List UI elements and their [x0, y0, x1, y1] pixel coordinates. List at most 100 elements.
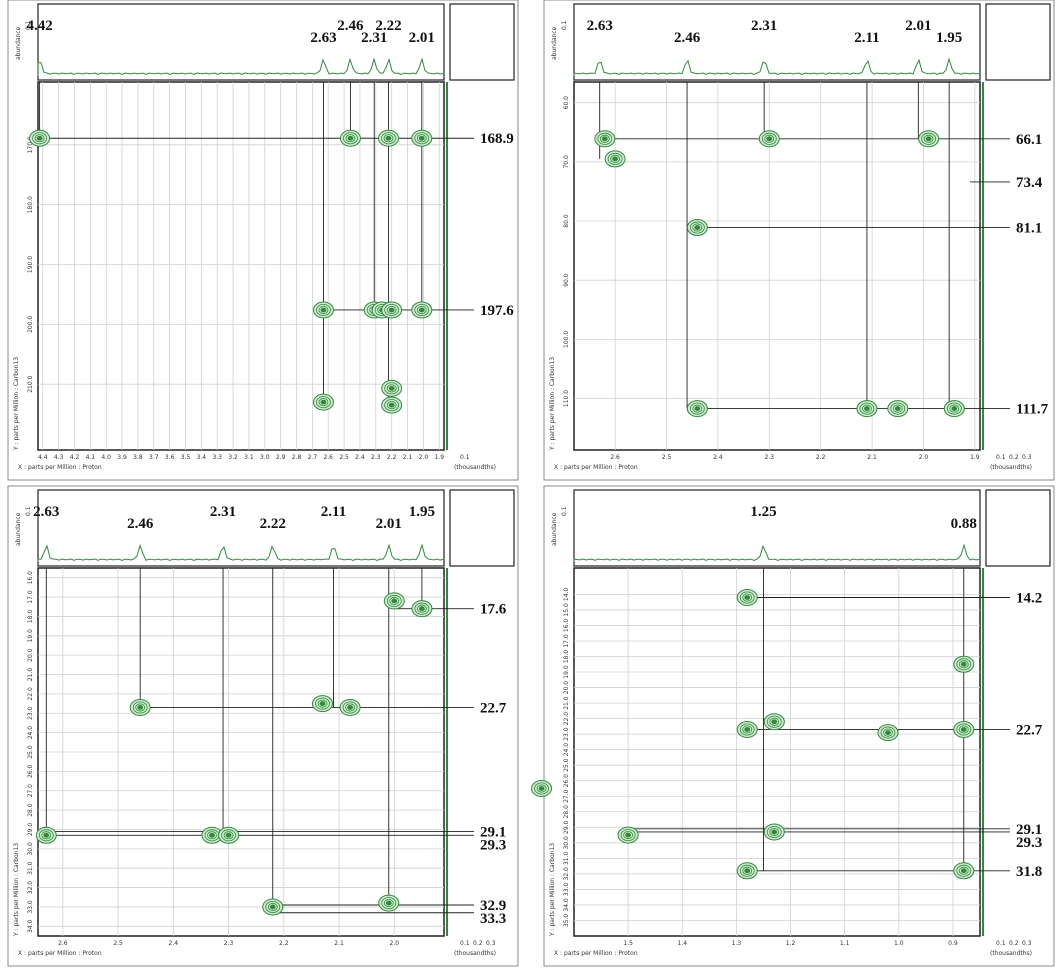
- y-tick-label: 25.0: [27, 745, 34, 759]
- y-axis-title: Y : parts per Million : Carbon13: [549, 843, 556, 937]
- corner-box: [986, 490, 1050, 566]
- contour: [926, 137, 931, 141]
- x-tick-label: 2.6: [610, 454, 620, 461]
- x-tick-label: 2.1: [867, 454, 877, 461]
- x-tick-label: 2.0: [419, 454, 429, 461]
- y-tick-label: 23.0: [27, 706, 34, 720]
- corner-box: [450, 490, 514, 566]
- y-tick-label: 26.0: [27, 765, 34, 779]
- y-axis-title: Y : parts per Million : Carbon13: [549, 357, 556, 451]
- x-tick-label: 1.2: [786, 940, 796, 947]
- y-tick-label: 29.0: [27, 823, 34, 837]
- x-tick-label: 2.5: [662, 454, 672, 461]
- contour: [952, 407, 957, 411]
- y-tick-label: 17.0: [27, 590, 34, 604]
- top-axis-title: abundance: [551, 512, 558, 546]
- x-tick-label: 1.3: [732, 940, 742, 947]
- y-tick-label: 210.0: [27, 375, 34, 392]
- x-tick-label: 2.9: [276, 454, 286, 461]
- x-tick-label: 2.6: [58, 940, 68, 947]
- y-tick-label: 27.0: [563, 789, 570, 803]
- x-tick-label: 3.2: [228, 454, 238, 461]
- side-axis-tick: 0.2: [1009, 454, 1019, 461]
- proton-label: 2.46: [674, 30, 701, 46]
- y-tick-label: 24.0: [563, 743, 570, 757]
- contour: [767, 137, 772, 141]
- side-axis-tick: 0.1: [460, 454, 470, 461]
- y-tick-label: 110.0: [563, 390, 570, 407]
- panel: 4.44.34.24.14.03.93.83.73.63.53.43.33.23…: [8, 0, 518, 480]
- x-tick-label: 2.3: [765, 454, 775, 461]
- x-tick-label: 3.8: [133, 454, 143, 461]
- carbon-label: 22.7: [480, 700, 507, 716]
- y-tick-label: 33.0: [563, 883, 570, 897]
- proton-label: 2.63: [33, 504, 59, 520]
- x-tick-label: 2.0: [919, 454, 929, 461]
- x-tick-label: 3.3: [212, 454, 222, 461]
- y-tick-label: 31.0: [27, 861, 34, 875]
- y-tick-label: 23.0: [563, 727, 570, 741]
- contour: [772, 830, 777, 834]
- corner-box: [450, 4, 514, 80]
- proton-label: 2.63: [310, 30, 336, 46]
- contour: [321, 308, 326, 312]
- y-tick-label: 21.0: [563, 696, 570, 710]
- y-tick-label: 33.0: [27, 900, 34, 914]
- top-projection-frame: [574, 4, 980, 80]
- y-tick-label: 16.0: [563, 619, 570, 633]
- x-tick-label: 0.9: [948, 940, 958, 947]
- x-tick-label: 1.9: [434, 454, 444, 461]
- x-tick-label: 4.2: [70, 454, 80, 461]
- y-tick-label: 30.0: [27, 842, 34, 856]
- plot-frame: [574, 568, 980, 936]
- contour: [419, 136, 424, 140]
- contour: [419, 607, 424, 611]
- proton-label: 2.46: [337, 18, 364, 34]
- y-tick-label: 35.0: [563, 914, 570, 928]
- contour: [745, 727, 750, 731]
- top-projection: [574, 545, 979, 562]
- y-tick-label: 18.0: [563, 650, 570, 664]
- proton-label: 2.01: [905, 18, 931, 34]
- contour: [626, 833, 631, 837]
- contour: [602, 137, 607, 141]
- y-tick-label: 70.0: [563, 155, 570, 169]
- y-tick-label: 180.0: [27, 196, 34, 213]
- x-tick-label: 2.2: [387, 454, 397, 461]
- contour: [386, 136, 391, 140]
- carbon-label: 168.9: [480, 131, 514, 147]
- y-tick-label: 15.0: [563, 603, 570, 617]
- top-axis-title: abundance: [551, 26, 558, 60]
- side-axis-tick: 0.2: [1009, 940, 1019, 947]
- carbon-label: 33.3: [480, 911, 506, 927]
- x-tick-label: 1.1: [840, 940, 850, 947]
- x-tick-label: 2.8: [292, 454, 302, 461]
- y-tick-label: 100.0: [563, 331, 570, 348]
- y-tick-label: 32.0: [27, 881, 34, 895]
- contour: [864, 407, 869, 411]
- x-tick-label: 2.1: [334, 940, 344, 947]
- carbon-label: 73.4: [1016, 175, 1043, 191]
- x-tick-label: 2.4: [355, 454, 365, 461]
- y-tick-label: 25.0: [563, 758, 570, 772]
- x-axis-title: X : parts per Million : Proton: [554, 950, 638, 957]
- x-tick-label: 2.0: [390, 940, 400, 947]
- proton-label: 4.42: [26, 18, 52, 34]
- x-tick-label: 1.5: [623, 940, 633, 947]
- proton-label: 2.11: [854, 30, 879, 46]
- proton-label: 1.95: [409, 504, 435, 520]
- contour: [320, 702, 325, 706]
- x-tick-label: 2.5: [339, 454, 349, 461]
- side-axis-tick: 0.1: [460, 940, 470, 947]
- contour: [138, 705, 143, 709]
- side-axis-title: (thousandths): [454, 950, 496, 957]
- x-tick-label: 2.2: [816, 454, 826, 461]
- x-tick-label: 3.9: [117, 454, 127, 461]
- side-axis-title: (thousandths): [990, 950, 1032, 957]
- y-tick-label: 31.0: [563, 852, 570, 866]
- y-tick-label: 20.0: [27, 648, 34, 662]
- x-axis-title: X : parts per Million : Proton: [18, 464, 102, 471]
- x-tick-label: 3.1: [244, 454, 254, 461]
- proton-label: 2.31: [751, 18, 777, 34]
- carbon-label: 29.3: [480, 837, 506, 853]
